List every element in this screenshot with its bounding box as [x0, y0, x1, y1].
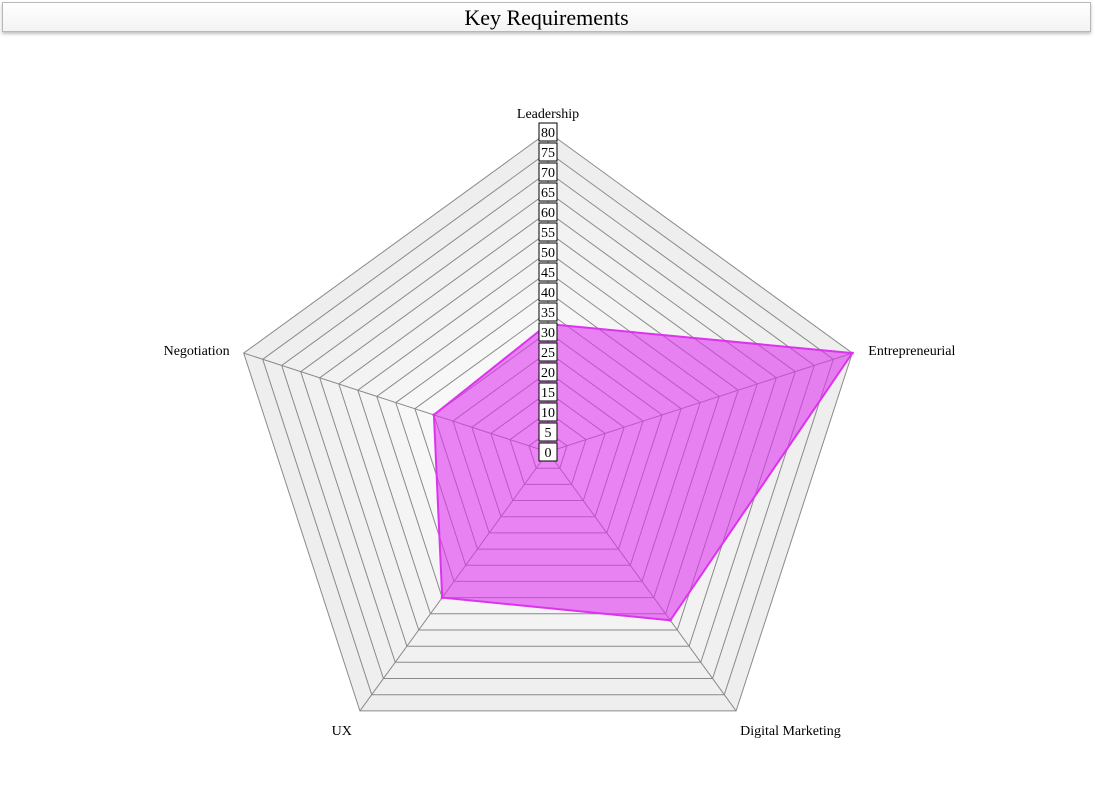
axis-label-digital-marketing: Digital Marketing: [740, 724, 841, 739]
tick-box-15: [538, 382, 558, 402]
data-point-ux[interactable]: [440, 596, 444, 600]
tick-label-0: 0: [545, 446, 552, 461]
tick-box-55: [538, 222, 558, 242]
data-point-entrepreneurial[interactable]: [850, 351, 854, 355]
tick-box-50: [538, 242, 558, 262]
tick-box-70: [538, 162, 558, 182]
tick-box-75: [538, 142, 558, 162]
tick-box-40: [538, 282, 558, 302]
tick-label-65: 65: [541, 186, 555, 201]
tick-label-35: 35: [541, 306, 555, 321]
tick-box-80: [538, 122, 558, 142]
tick-label-10: 10: [541, 406, 555, 421]
tick-box-5: [538, 422, 558, 442]
tick-label-15: 15: [541, 386, 555, 401]
tick-box-10: [538, 402, 558, 422]
tick-label-80: 80: [541, 126, 555, 141]
axis-label-leadership: Leadership: [517, 107, 579, 122]
tick-box-60: [538, 202, 558, 222]
data-point-negotiation[interactable]: [432, 413, 436, 417]
data-point-digital-marketing[interactable]: [668, 618, 672, 622]
tick-box-65: [538, 182, 558, 202]
tick-box-45: [538, 262, 558, 282]
tick-box-30: [538, 322, 558, 342]
tick-label-75: 75: [541, 146, 555, 161]
tick-box-35: [538, 302, 558, 322]
tick-labels: 0 5 10 15 20 25 30 35 40 45 50 55 60 65 70 75 80: [538, 122, 558, 462]
tick-label-50: 50: [541, 246, 555, 261]
tick-label-5: 5: [545, 426, 552, 441]
axis-label-ux: UX: [332, 724, 352, 739]
tick-label-20: 20: [541, 366, 555, 381]
axis-label-entrepreneurial: Entrepreneurial: [868, 344, 955, 359]
tick-box-0: [538, 442, 558, 462]
tick-label-30: 30: [541, 326, 555, 341]
tick-label-45: 45: [541, 266, 555, 281]
tick-label-40: 40: [541, 286, 555, 301]
tick-label-70: 70: [541, 166, 555, 181]
chart-title: Key Requirements: [2, 2, 1091, 32]
tick-box-20: [538, 362, 558, 382]
tick-label-55: 55: [541, 226, 555, 241]
axis-labels: Leadership Entrepreneurial Digital Marketi…: [164, 107, 956, 739]
axis-label-negotiation: Negotiation: [164, 344, 230, 359]
tick-label-60: 60: [541, 206, 555, 221]
tick-box-25: [538, 342, 558, 362]
tick-label-25: 25: [541, 346, 555, 361]
